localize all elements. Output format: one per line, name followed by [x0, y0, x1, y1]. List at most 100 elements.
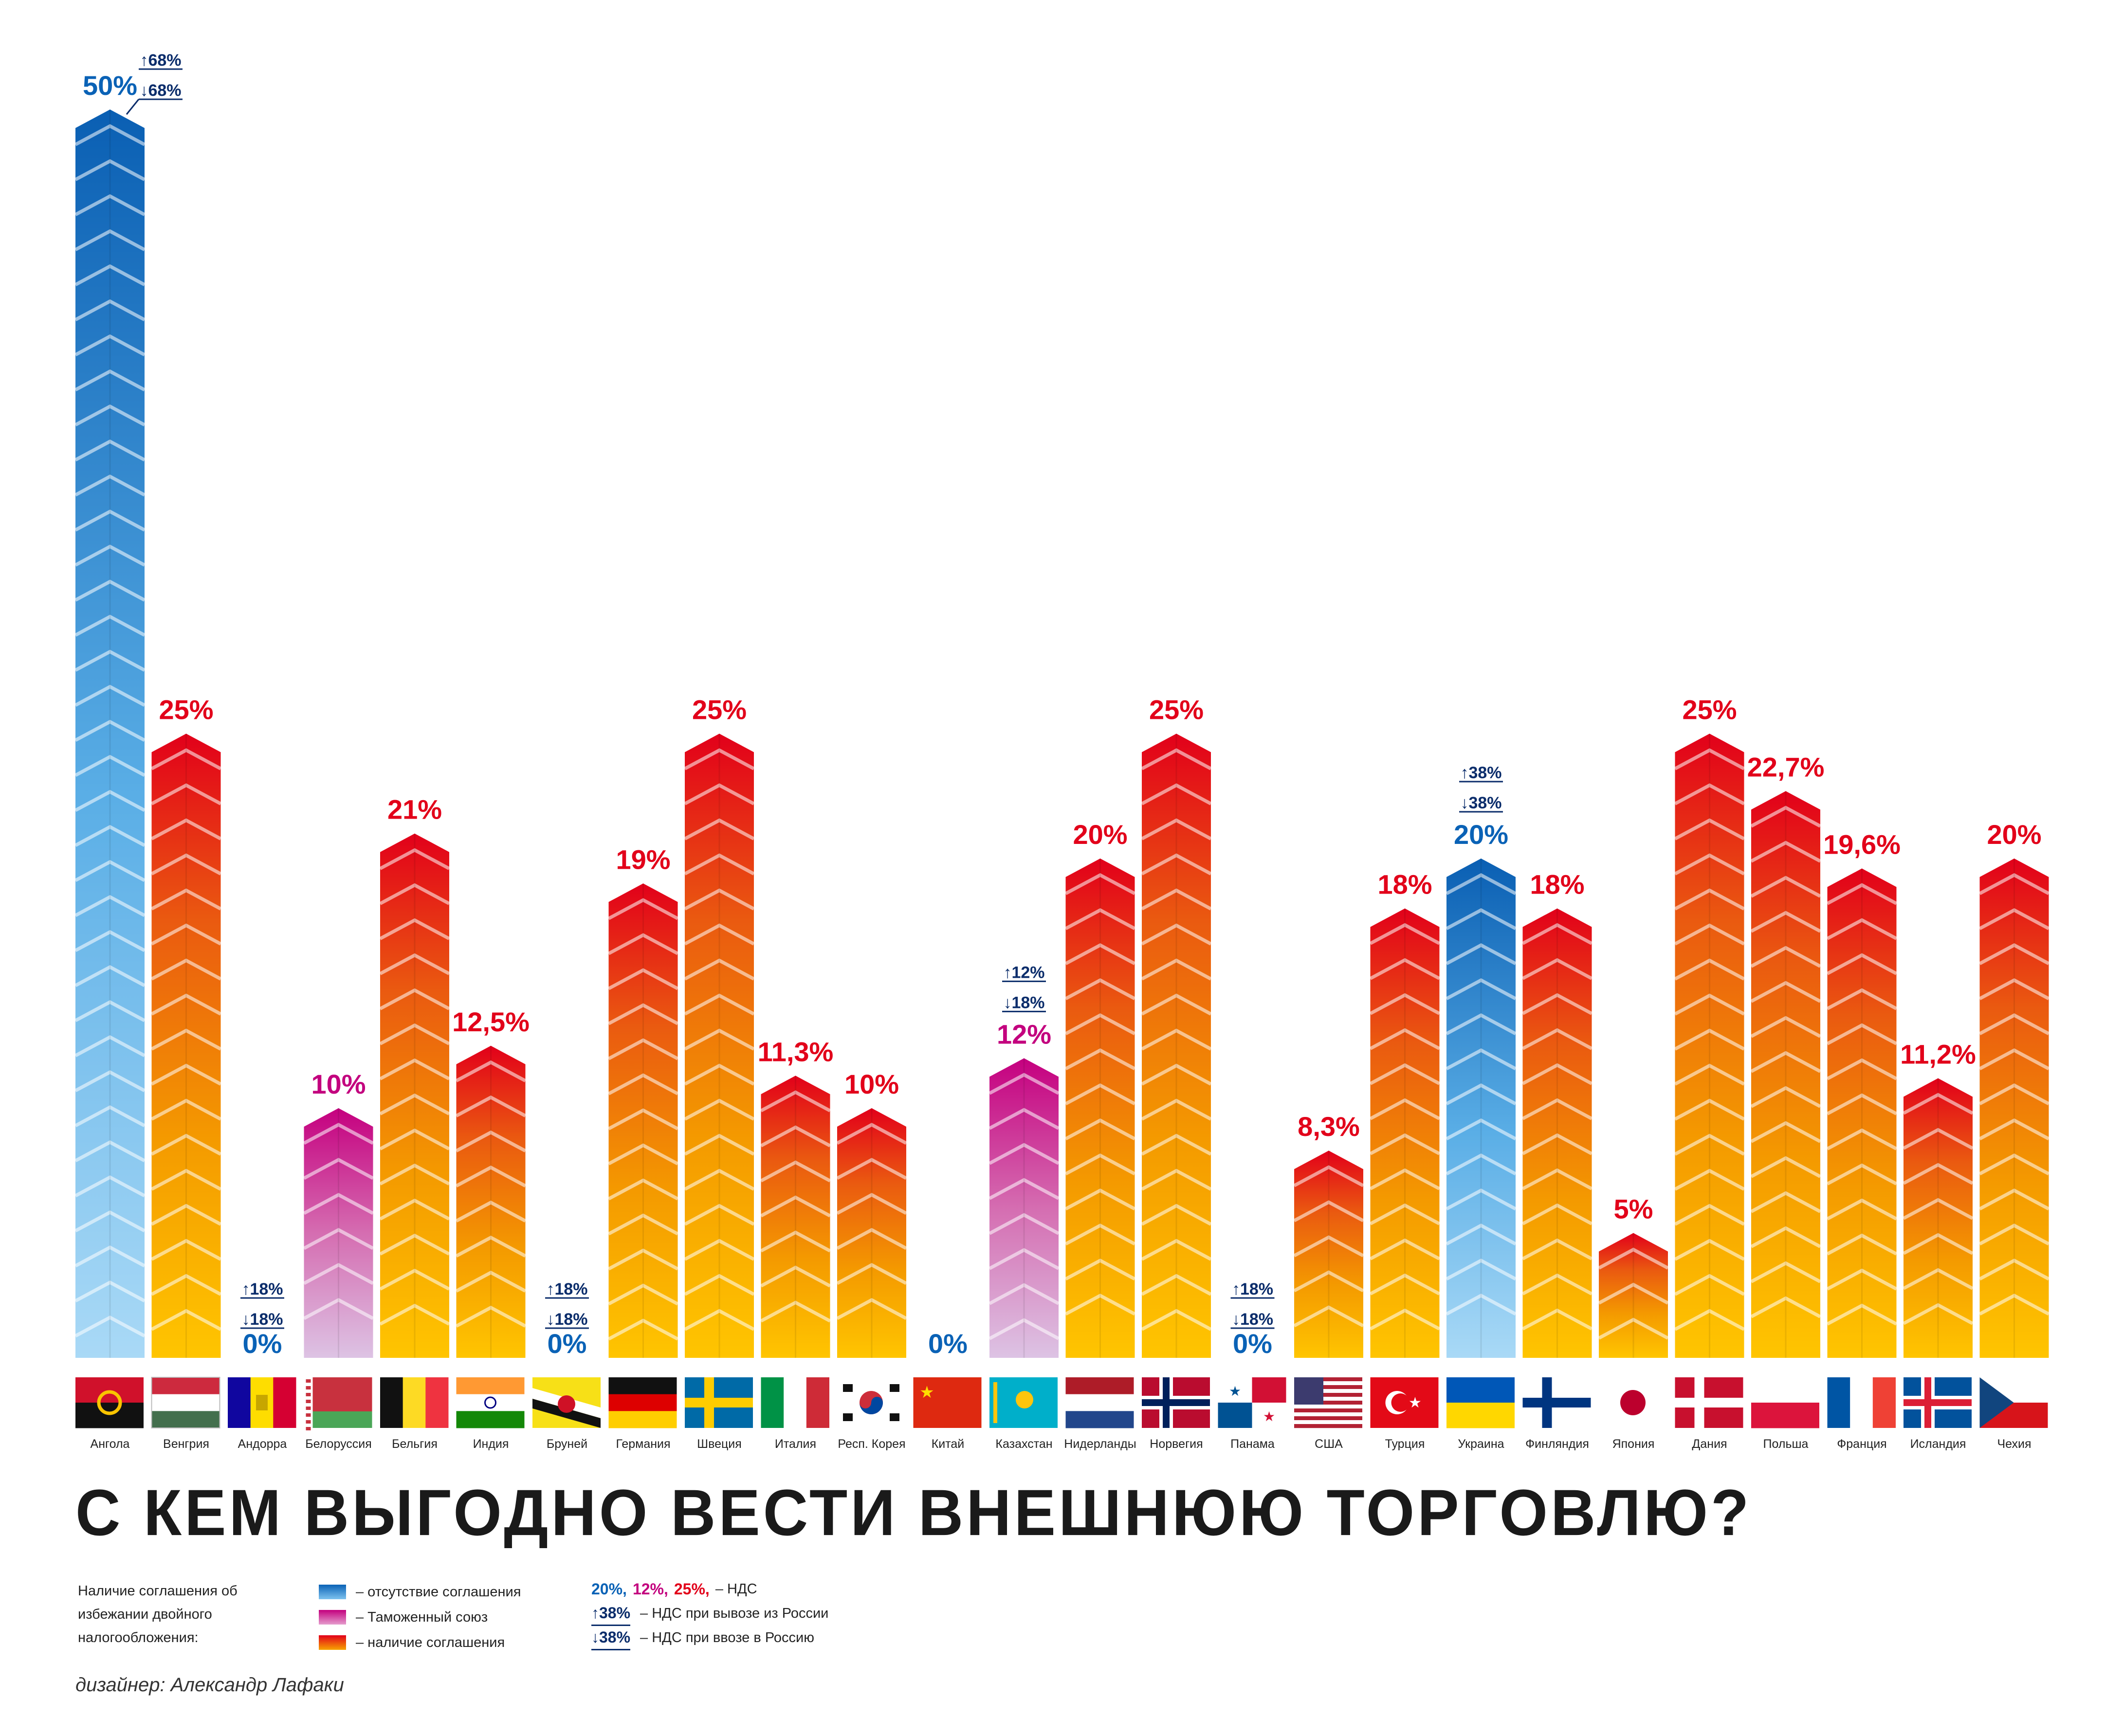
- bar-stripe: [607, 1248, 679, 1271]
- vat-label: – НДС: [715, 1581, 757, 1597]
- value-label-10: 10%: [844, 1069, 899, 1099]
- category-label-15: Панама: [1230, 1437, 1275, 1451]
- bar-stripe: [1598, 1247, 1669, 1270]
- bar-stripe: [379, 848, 450, 870]
- bar-stripe: [1826, 1093, 1898, 1115]
- bar-stripe: [1978, 1083, 2050, 1106]
- bar-stripe: [684, 1274, 755, 1296]
- flag-part: [1751, 1403, 1819, 1428]
- usa-flag-icon: [1294, 1377, 1362, 1428]
- bar-stripe: [1826, 1198, 1898, 1221]
- bar-stripe: [74, 1316, 146, 1338]
- value-label-11: 0%: [928, 1328, 968, 1359]
- flag-part: [1979, 1377, 2014, 1428]
- flag-part: [1294, 1408, 1362, 1413]
- flag-part: [1294, 1385, 1362, 1389]
- norway-flag-icon: [1142, 1377, 1210, 1428]
- bar-stripe: [836, 1298, 907, 1320]
- bar-stripe: [379, 953, 450, 975]
- flag-part: [1850, 1377, 1873, 1428]
- bar-stripe: [150, 888, 222, 911]
- category-label-18: Украина: [1458, 1437, 1504, 1451]
- category-label-3: Белоруссия: [305, 1437, 372, 1451]
- bar-stripe: [74, 334, 146, 357]
- brunei-flag-icon: [532, 1377, 601, 1428]
- bar-stripe: [760, 1300, 831, 1323]
- bar-stripe: [150, 783, 222, 805]
- bar-stripe: [1978, 1259, 2050, 1281]
- bar-stripe: [1826, 1268, 1898, 1291]
- bar-stripe: [1293, 1270, 1364, 1293]
- category-label-14: Норвегия: [1150, 1437, 1203, 1451]
- category-label-10: Респ. Корея: [838, 1437, 905, 1451]
- legend-label-union: – Таможенный союз: [356, 1609, 488, 1625]
- category-label-9: Италия: [775, 1437, 816, 1451]
- value-label-19: 18%: [1530, 869, 1584, 900]
- bar-stripe: [1141, 1169, 1212, 1191]
- flag-part: [1218, 1403, 1252, 1428]
- pink-swatch-icon: [319, 1610, 346, 1625]
- flag-part: [306, 1400, 311, 1403]
- bar-stripe: [455, 1270, 527, 1293]
- bar-stripe: [74, 194, 146, 217]
- france-flag-icon: [1827, 1377, 1896, 1428]
- import-vat-15: ↓18%: [1232, 1310, 1273, 1329]
- export-sample: 38%: [599, 1604, 631, 1622]
- value-label-6: 0%: [548, 1328, 587, 1359]
- bar-stripe: [1674, 923, 1745, 946]
- bar-stripe: [1141, 1028, 1212, 1051]
- flag-part: [306, 1427, 311, 1430]
- bar-12: [989, 1058, 1059, 1358]
- bar-stripe: [150, 958, 222, 981]
- category-label-16: США: [1315, 1437, 1343, 1451]
- flag-part: [306, 1407, 311, 1410]
- bar-stripe: [379, 1128, 450, 1151]
- bar-stripe: [74, 404, 146, 427]
- flag-part: [1294, 1416, 1362, 1421]
- bar-stripe: [1293, 1305, 1364, 1328]
- flag-part: [1446, 1403, 1515, 1428]
- bar-stripe: [1141, 1204, 1212, 1226]
- value-label-5: 12,5%: [452, 1006, 530, 1037]
- category-label-23: Франция: [1837, 1437, 1886, 1451]
- annotation-pointer: [126, 99, 140, 115]
- bar-stripe: [303, 1228, 374, 1250]
- bar-stripe: [379, 988, 450, 1010]
- bar-stripe: [760, 1160, 831, 1183]
- bar-stripe: [988, 1108, 1060, 1130]
- iceland-flag-icon: [1904, 1377, 1972, 1428]
- bar-stripe: [1446, 1118, 1517, 1141]
- bar-stripe: [1674, 1028, 1745, 1051]
- netherlands-flag-icon: [1065, 1377, 1134, 1428]
- korea-flag-icon: [837, 1377, 905, 1428]
- flag-part: [1294, 1393, 1362, 1397]
- bar-stripe: [455, 1165, 527, 1188]
- flag-part: [304, 1377, 372, 1411]
- bar-stripe: [1064, 1259, 1136, 1281]
- bar-stripe: [74, 720, 146, 742]
- flag-part: [890, 1384, 899, 1392]
- bar-stripe: [1064, 1153, 1136, 1176]
- bar-stripe: [1750, 981, 1821, 1003]
- flag-part: [843, 1384, 853, 1392]
- import-arrow-icon: ↓38%: [591, 1626, 631, 1650]
- bar-stripe: [1978, 1118, 2050, 1141]
- bar-stripe: [607, 898, 679, 920]
- bar-stripe: [1750, 1086, 1821, 1108]
- bar-stripe: [74, 825, 146, 847]
- bar-stripe: [1521, 1273, 1593, 1296]
- bar-stripe: [1750, 1191, 1821, 1213]
- bar-stripe: [1064, 1013, 1136, 1036]
- flag-part: [685, 1398, 753, 1407]
- bar-stripe: [607, 1178, 679, 1201]
- bar-stripe: [74, 685, 146, 707]
- bar-stripe: [607, 1213, 679, 1236]
- value-label-22: 22,7%: [1747, 751, 1825, 782]
- bar-stripe: [455, 1130, 527, 1152]
- flag-part: [456, 1377, 525, 1395]
- value-label-1: 25%: [159, 694, 213, 725]
- flag-part: [97, 1390, 122, 1415]
- value-label-18: 20%: [1454, 819, 1508, 850]
- bar-stripe: [1369, 993, 1441, 1015]
- bar-stripe: [74, 1035, 146, 1058]
